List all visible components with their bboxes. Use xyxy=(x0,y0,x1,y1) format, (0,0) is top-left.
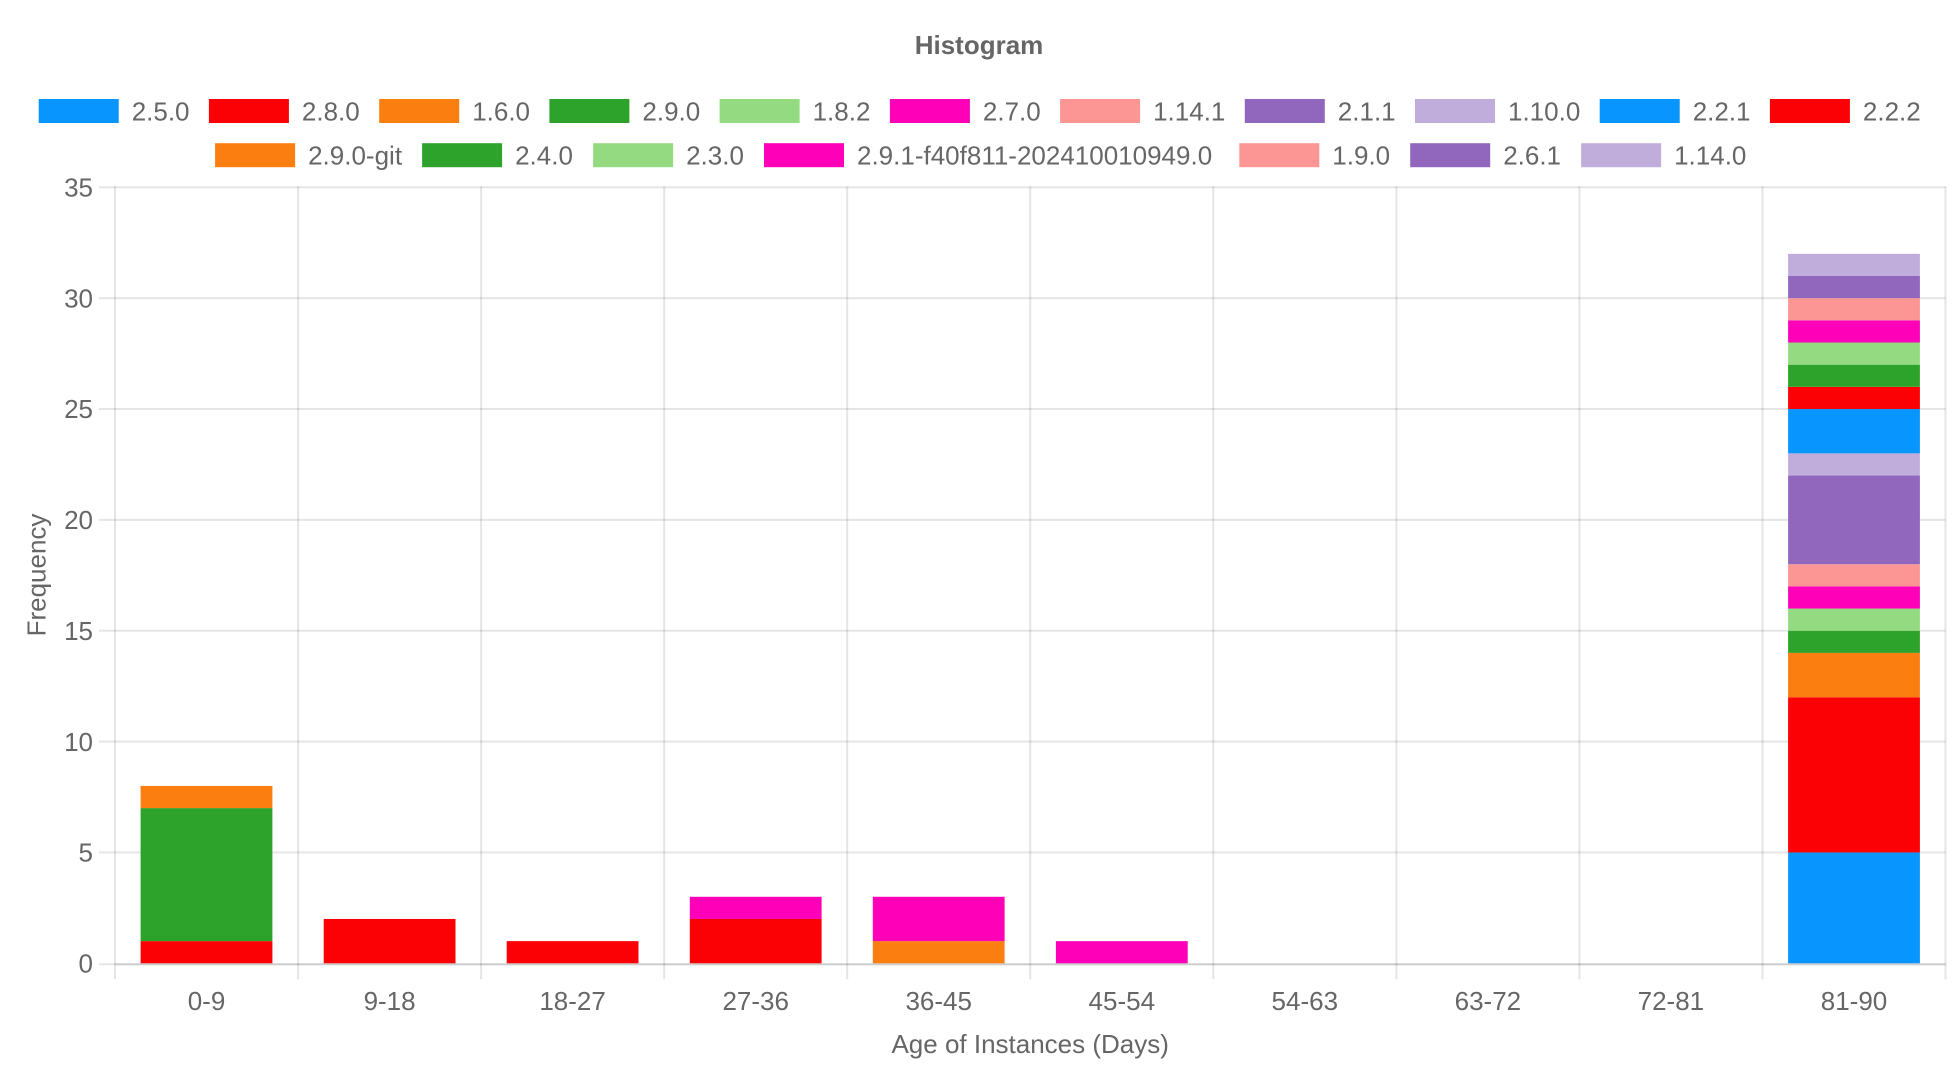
svg-text:36-45: 36-45 xyxy=(905,986,972,1016)
svg-text:2.2.2: 2.2.2 xyxy=(1863,97,1921,127)
svg-text:2.6.1: 2.6.1 xyxy=(1503,141,1561,171)
svg-text:Frequency: Frequency xyxy=(22,514,52,637)
svg-text:1.14.1: 1.14.1 xyxy=(1153,97,1225,127)
svg-text:27-36: 27-36 xyxy=(722,986,789,1016)
svg-text:2.7.0: 2.7.0 xyxy=(983,97,1041,127)
svg-text:5: 5 xyxy=(79,838,93,868)
svg-text:2.3.0: 2.3.0 xyxy=(686,141,744,171)
svg-text:1.6.0: 1.6.0 xyxy=(472,97,530,127)
svg-text:2.9.0: 2.9.0 xyxy=(642,97,700,127)
svg-text:30: 30 xyxy=(64,283,93,313)
svg-text:72-81: 72-81 xyxy=(1638,986,1705,1016)
svg-text:25: 25 xyxy=(64,394,93,424)
svg-text:18-27: 18-27 xyxy=(539,986,606,1016)
svg-text:15: 15 xyxy=(64,616,93,646)
svg-text:9-18: 9-18 xyxy=(364,986,416,1016)
svg-text:1.10.0: 1.10.0 xyxy=(1508,97,1580,127)
svg-text:81-90: 81-90 xyxy=(1821,986,1888,1016)
svg-text:Histogram: Histogram xyxy=(915,30,1044,60)
svg-text:1.9.0: 1.9.0 xyxy=(1332,141,1390,171)
svg-text:10: 10 xyxy=(64,727,93,757)
svg-text:2.5.0: 2.5.0 xyxy=(132,97,190,127)
svg-text:45-54: 45-54 xyxy=(1089,986,1156,1016)
svg-text:0: 0 xyxy=(79,949,93,979)
svg-text:63-72: 63-72 xyxy=(1455,986,1522,1016)
svg-text:20: 20 xyxy=(64,505,93,535)
svg-text:2.2.1: 2.2.1 xyxy=(1693,97,1751,127)
svg-text:2.8.0: 2.8.0 xyxy=(302,97,360,127)
svg-text:1.14.0: 1.14.0 xyxy=(1674,141,1746,171)
svg-text:2.4.0: 2.4.0 xyxy=(515,141,573,171)
svg-text:0-9: 0-9 xyxy=(188,986,226,1016)
svg-text:2.1.1: 2.1.1 xyxy=(1338,97,1396,127)
svg-text:2.9.0-git: 2.9.0-git xyxy=(308,141,403,171)
svg-text:54-63: 54-63 xyxy=(1272,986,1339,1016)
svg-text:35: 35 xyxy=(64,173,93,203)
svg-text:Age of Instances (Days): Age of Instances (Days) xyxy=(891,1029,1168,1059)
svg-text:2.9.1-f40f811-202410010949.0: 2.9.1-f40f811-202410010949.0 xyxy=(857,141,1212,171)
svg-text:1.8.2: 1.8.2 xyxy=(813,97,871,127)
